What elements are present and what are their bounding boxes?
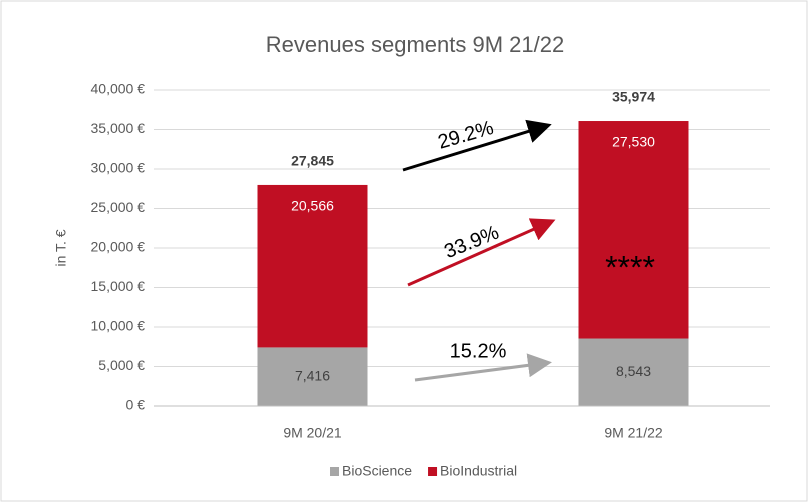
y-tick-label: 5,000 € — [98, 357, 145, 373]
x-tick-label: 9M 21/22 — [604, 425, 663, 441]
y-tick-label: 40,000 € — [91, 81, 146, 97]
bar-segment — [578, 121, 689, 339]
total-label: 27,845 — [291, 153, 334, 169]
y-tick-label: 0 € — [126, 397, 146, 413]
bar-segment — [257, 347, 368, 406]
value-label: 8,543 — [616, 363, 651, 379]
y-axis-label: in T. € — [53, 229, 69, 266]
arrow — [407, 218, 556, 287]
value-label: 20,566 — [291, 198, 334, 214]
value-label: 7,416 — [295, 367, 330, 383]
y-tick-label: 15,000 € — [91, 278, 146, 294]
y-tick-label: 25,000 € — [91, 199, 146, 215]
x-tick-label: 9M 20/21 — [283, 425, 342, 441]
annotation: **** — [605, 249, 655, 285]
bar-segment — [257, 184, 368, 348]
total-label: 35,974 — [612, 89, 655, 105]
plot: 0 € 5,000 € 10,000 € 15,000 € 20,000 € 25,000… — [91, 81, 770, 479]
value-label: 27,530 — [612, 134, 655, 150]
bar-segment — [578, 338, 689, 406]
y-tick-label: 20,000 € — [91, 239, 146, 255]
arrow — [414, 353, 552, 382]
legend-label: BioIndustrial — [440, 463, 517, 479]
y-tick-label: 35,000 € — [91, 120, 146, 136]
legend-swatch — [428, 467, 438, 476]
y-tick-label: 10,000 € — [91, 318, 146, 334]
arrow — [402, 119, 552, 172]
annotation: 15.2% — [450, 340, 507, 362]
legend-swatch — [330, 467, 339, 476]
y-tick-label: 30,000 € — [91, 160, 146, 176]
chart-title: Revenues segments 9M 21/22 — [266, 32, 564, 57]
legend-label: BioScience — [342, 463, 412, 479]
